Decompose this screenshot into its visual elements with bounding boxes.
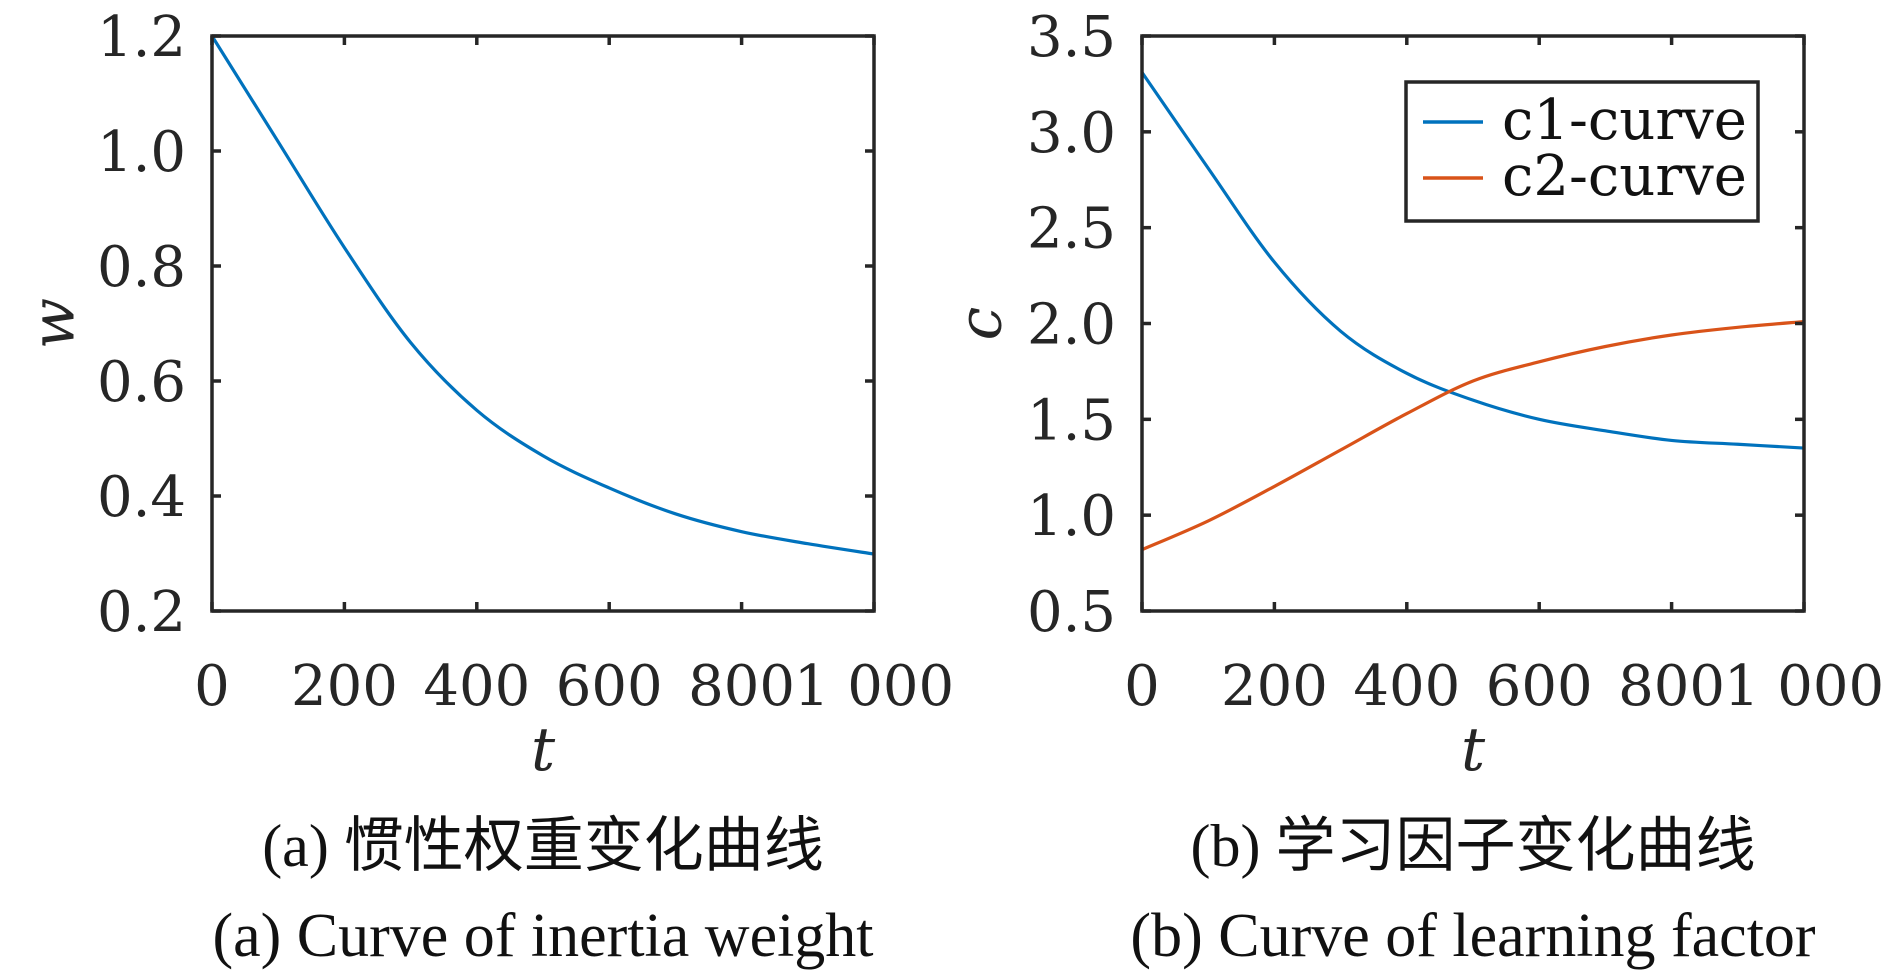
y-tick-label: 3.0 [1027,101,1116,166]
x-tick-label: 1 000 [794,654,954,719]
x-tick-label: 600 [556,654,663,719]
x-axis-label: t [1461,715,1486,785]
y-tick-label: 1.0 [1027,484,1116,549]
x-tick-label: 800 [688,654,795,719]
x-tick-label: 400 [423,654,530,719]
x-tick-label: 600 [1486,654,1593,719]
x-tick-label: 1 000 [1724,654,1884,719]
y-tick-label: 1.0 [97,120,186,185]
y-axis-label: w [19,298,89,349]
x-tick-label: 200 [1221,654,1328,719]
caption-chinese: (b) 学习因子变化曲线 [1191,813,1756,879]
x-tick-label: 0 [1124,654,1160,719]
legend-label: c2-curve [1502,144,1747,209]
legend-label: c1-curve [1502,88,1747,153]
y-tick-label: 2.5 [1027,197,1116,262]
legend-box [1404,80,1760,223]
y-tick-label: 3.5 [1027,5,1116,70]
y-tick-label: 2.0 [1027,293,1116,358]
y-tick-label: 1.5 [1027,388,1116,453]
y-tick-label: 0.5 [1027,580,1116,645]
caption-english: (b) Curve of learning factor [1130,902,1816,970]
y-tick-label: 0.4 [97,465,186,530]
y-tick-label: 1.2 [97,5,186,70]
x-tick-label: 400 [1353,654,1460,719]
caption-english: (a) Curve of inertia weight [212,902,873,970]
x-tick-label: 200 [291,654,398,719]
y-tick-label: 0.8 [97,235,186,300]
axes-box [210,34,876,613]
series-line-w [210,35,875,556]
caption-chinese: (a) 惯性权重变化曲线 [262,813,824,879]
y-tick-label: 0.2 [97,580,186,645]
x-tick-label: 0 [194,654,230,719]
series-line-c2-curve [1141,319,1805,552]
x-tick-label: 800 [1618,654,1725,719]
y-tick-label: 0.6 [97,350,186,415]
y-axis-label: c [946,307,1016,341]
x-axis-label: t [531,715,556,785]
series-line-c1-curve [1140,71,1805,450]
